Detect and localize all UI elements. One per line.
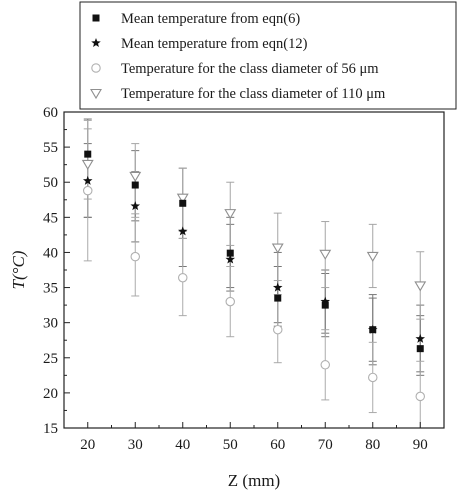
data-point xyxy=(369,326,377,334)
x-axis: 20 30 40 50 60 70 80 90 xyxy=(63,422,445,453)
y-tick-label: 15 xyxy=(43,421,58,437)
y-tick-label: 30 xyxy=(43,316,58,332)
legend-label: Mean temperature from eqn(12) xyxy=(121,36,308,52)
legend-item: Temperature for the class diameter of 56… xyxy=(91,61,379,77)
data-point xyxy=(367,372,378,383)
y-tick-label: 60 xyxy=(43,105,58,121)
legend-item: Mean temperature from eqn(12) xyxy=(91,36,308,52)
data-point xyxy=(226,249,234,257)
data-point xyxy=(274,294,282,302)
data-point xyxy=(366,251,379,263)
data-point xyxy=(415,333,426,343)
x-axis-title: Z (mm) xyxy=(228,471,280,490)
x-tick-label: 50 xyxy=(223,437,238,453)
y-tick-label: 25 xyxy=(43,351,58,367)
x-tick-label: 40 xyxy=(175,437,190,453)
data-point xyxy=(176,193,189,204)
data-point xyxy=(225,254,236,264)
x-tick-label: 90 xyxy=(413,437,428,453)
data-point xyxy=(81,159,94,171)
data-point xyxy=(84,150,92,158)
data-point xyxy=(320,296,331,306)
data-point xyxy=(82,175,93,185)
legend-item: Temperature for the class diameter of 11… xyxy=(90,86,386,102)
data-points xyxy=(81,150,427,402)
plot-frame xyxy=(63,111,445,429)
legend-label: Temperature for the class diameter of 11… xyxy=(121,86,386,102)
legend-box xyxy=(79,1,457,110)
data-point xyxy=(130,201,141,211)
y-tick-label: 50 xyxy=(43,175,58,191)
y-tick-label: 35 xyxy=(43,281,58,297)
legend-marker xyxy=(90,88,102,100)
legend-label: Mean temperature from eqn(6) xyxy=(121,11,300,27)
data-point xyxy=(272,324,283,335)
data-point xyxy=(416,345,424,353)
legend-label: Temperature for the class diameter of 56… xyxy=(121,61,379,77)
data-point xyxy=(129,171,142,182)
x-tick-label: 20 xyxy=(80,437,95,453)
legend: Mean temperature from eqn(6) Mean tempera… xyxy=(79,1,457,110)
legend-marker xyxy=(92,14,100,22)
data-point xyxy=(414,281,427,292)
x-tick-label: 30 xyxy=(128,437,143,453)
y-tick-label: 40 xyxy=(43,245,58,261)
data-point xyxy=(130,251,141,262)
legend-marker xyxy=(91,38,101,48)
data-point xyxy=(131,181,139,189)
y-axis-title: T(°C) xyxy=(9,250,28,289)
data-point xyxy=(415,391,425,402)
x-tick-label: 60 xyxy=(270,437,285,453)
legend-marker xyxy=(91,63,101,73)
data-point xyxy=(83,185,93,196)
data-point xyxy=(321,301,329,309)
data-point xyxy=(224,209,237,220)
y-tick-label: 45 xyxy=(43,210,58,226)
data-point xyxy=(272,282,283,292)
data-point xyxy=(179,199,187,207)
data-point xyxy=(178,272,188,283)
legend-item: Mean temperature from eqn(6) xyxy=(92,11,300,27)
data-point xyxy=(319,249,332,260)
x-tick-label: 70 xyxy=(318,437,333,453)
data-point xyxy=(320,360,330,370)
data-point xyxy=(271,243,284,254)
data-point xyxy=(225,296,236,307)
y-tick-label: 55 xyxy=(43,140,58,156)
x-tick-label: 80 xyxy=(365,437,380,453)
y-tick-label: 20 xyxy=(43,386,58,402)
data-point xyxy=(177,226,188,236)
y-axis: 15 20 25 30 35 40 45 50 55 60 xyxy=(43,105,70,437)
